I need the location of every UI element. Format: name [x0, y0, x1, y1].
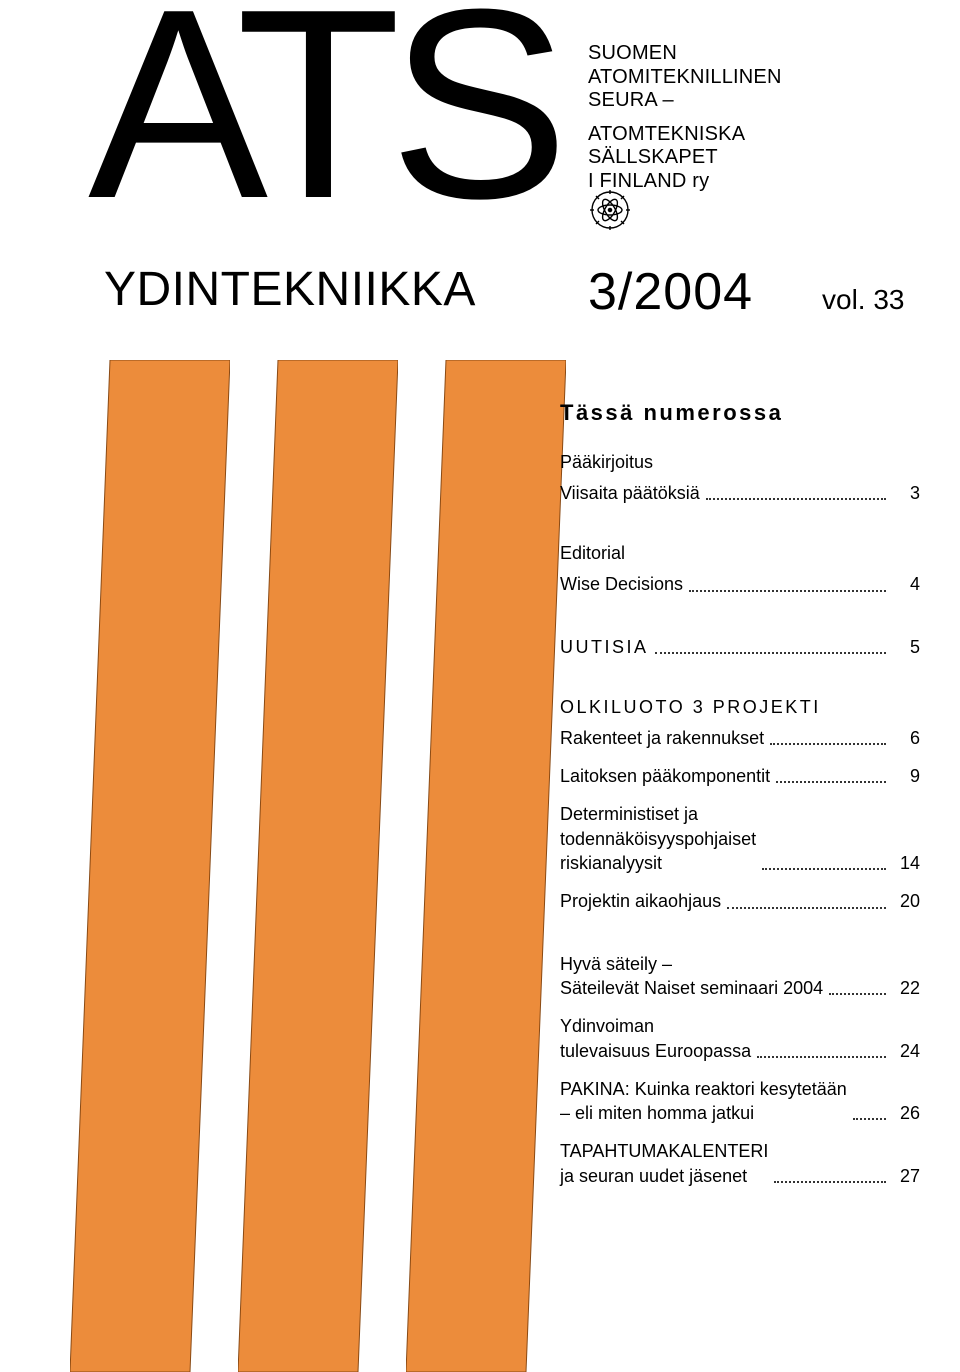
- toc-entry-title: Deterministiset jatodennäköisyyspohjaise…: [560, 802, 756, 875]
- org-line: SUOMEN: [588, 42, 782, 66]
- toc-entry-page: 24: [892, 1039, 920, 1063]
- toc-entry: Ydinvoimantulevaisuus Euroopassa 24: [560, 1014, 920, 1063]
- toc-group: Hyvä säteily –Säteilevät Naiset seminaar…: [560, 952, 920, 1188]
- toc-leader-dots: [757, 1056, 886, 1058]
- table-of-contents: Tässä numerossa Pääkirjoitus Viisaita pää…: [560, 400, 920, 1202]
- atom-gear-icon: [588, 188, 632, 232]
- toc-entry-page: 27: [892, 1164, 920, 1188]
- toc-entry-title: TAPAHTUMAKALENTERIja seuran uudet jäsene…: [560, 1139, 768, 1188]
- toc-entry: PAKINA: Kuinka reaktori kesytetään– eli …: [560, 1077, 920, 1126]
- issue-number: 3/2004: [588, 262, 753, 322]
- toc-entry-page: 22: [892, 976, 920, 1000]
- toc-leader-dots: [774, 1181, 886, 1183]
- toc-section-label: OLKILUOTO 3 PROJEKTI: [560, 697, 920, 718]
- toc-entry-page: 5: [892, 635, 920, 659]
- toc-entry-title: Laitoksen pääkomponentit: [560, 764, 770, 788]
- toc-entry: UUTISIA 5: [560, 635, 920, 659]
- toc-leader-dots: [727, 907, 886, 909]
- org-line: ATOMITEKNILLINEN: [588, 66, 782, 90]
- toc-group: UUTISIA 5: [560, 635, 920, 659]
- toc-leader-dots: [762, 868, 886, 870]
- toc-entry-title: PAKINA: Kuinka reaktori kesytetään– eli …: [560, 1077, 847, 1126]
- toc-entry-page: 6: [892, 726, 920, 750]
- toc-entry-title: Hyvä säteily –Säteilevät Naiset seminaar…: [560, 952, 823, 1001]
- decorative-bar: [70, 360, 230, 1372]
- toc-entry: Hyvä säteily –Säteilevät Naiset seminaar…: [560, 952, 920, 1001]
- decorative-bar: [238, 360, 398, 1372]
- toc-entry-page: 26: [892, 1101, 920, 1125]
- toc-entry-title: Wise Decisions: [560, 572, 683, 596]
- toc-heading: Tässä numerossa: [560, 400, 920, 426]
- toc-group: OLKILUOTO 3 PROJEKTI Rakenteet ja rakennu…: [560, 697, 920, 914]
- toc-leader-dots: [776, 781, 886, 783]
- toc-entry: Wise Decisions 4: [560, 572, 920, 596]
- toc-leader-dots: [829, 993, 886, 995]
- toc-group: Editorial Wise Decisions 4: [560, 543, 920, 596]
- toc-entry-page: 9: [892, 764, 920, 788]
- header: ATS YDINTEKNIIKKA SUOMEN ATOMITEKNILLINE…: [0, 0, 960, 360]
- toc-leader-dots: [706, 498, 886, 500]
- toc-leader-dots: [655, 652, 886, 654]
- org-line: SÄLLSKAPET: [588, 146, 782, 170]
- toc-entry: Laitoksen pääkomponentit 9: [560, 764, 920, 788]
- toc-leader-dots: [770, 743, 886, 745]
- toc-entry: Viisaita päätöksiä 3: [560, 481, 920, 505]
- toc-entry: Projektin aikaohjaus 20: [560, 889, 920, 913]
- toc-entry: TAPAHTUMAKALENTERIja seuran uudet jäsene…: [560, 1139, 920, 1188]
- toc-pre-line: Pääkirjoitus: [560, 452, 920, 473]
- toc-leader-dots: [853, 1118, 886, 1120]
- toc-group: Pääkirjoitus Viisaita päätöksiä 3: [560, 452, 920, 505]
- toc-entry-page: 3: [892, 481, 920, 505]
- org-line: SEURA –: [588, 89, 782, 113]
- toc-entry-page: 20: [892, 889, 920, 913]
- toc-entry-title: UUTISIA: [560, 635, 649, 659]
- logo-sub: YDINTEKNIIKKA: [104, 262, 476, 317]
- decorative-bar: [406, 360, 566, 1372]
- toc-entry-title: Viisaita päätöksiä: [560, 481, 700, 505]
- toc-entry: Rakenteet ja rakennukset 6: [560, 726, 920, 750]
- toc-entry: Deterministiset jatodennäköisyyspohjaise…: [560, 802, 920, 875]
- logo-main: ATS: [88, 0, 557, 240]
- toc-entry-page: 4: [892, 572, 920, 596]
- toc-pre-line: Editorial: [560, 543, 920, 564]
- volume-number: vol. 33: [822, 284, 905, 316]
- toc-entry-title: Rakenteet ja rakennukset: [560, 726, 764, 750]
- org-line: ATOMTEKNISKA: [588, 123, 782, 147]
- toc-entry-title: Ydinvoimantulevaisuus Euroopassa: [560, 1014, 751, 1063]
- toc-entry-page: 14: [892, 851, 920, 875]
- toc-entry-title: Projektin aikaohjaus: [560, 889, 721, 913]
- publisher-block: SUOMEN ATOMITEKNILLINEN SEURA – ATOMTEKN…: [588, 42, 782, 194]
- toc-leader-dots: [689, 590, 886, 592]
